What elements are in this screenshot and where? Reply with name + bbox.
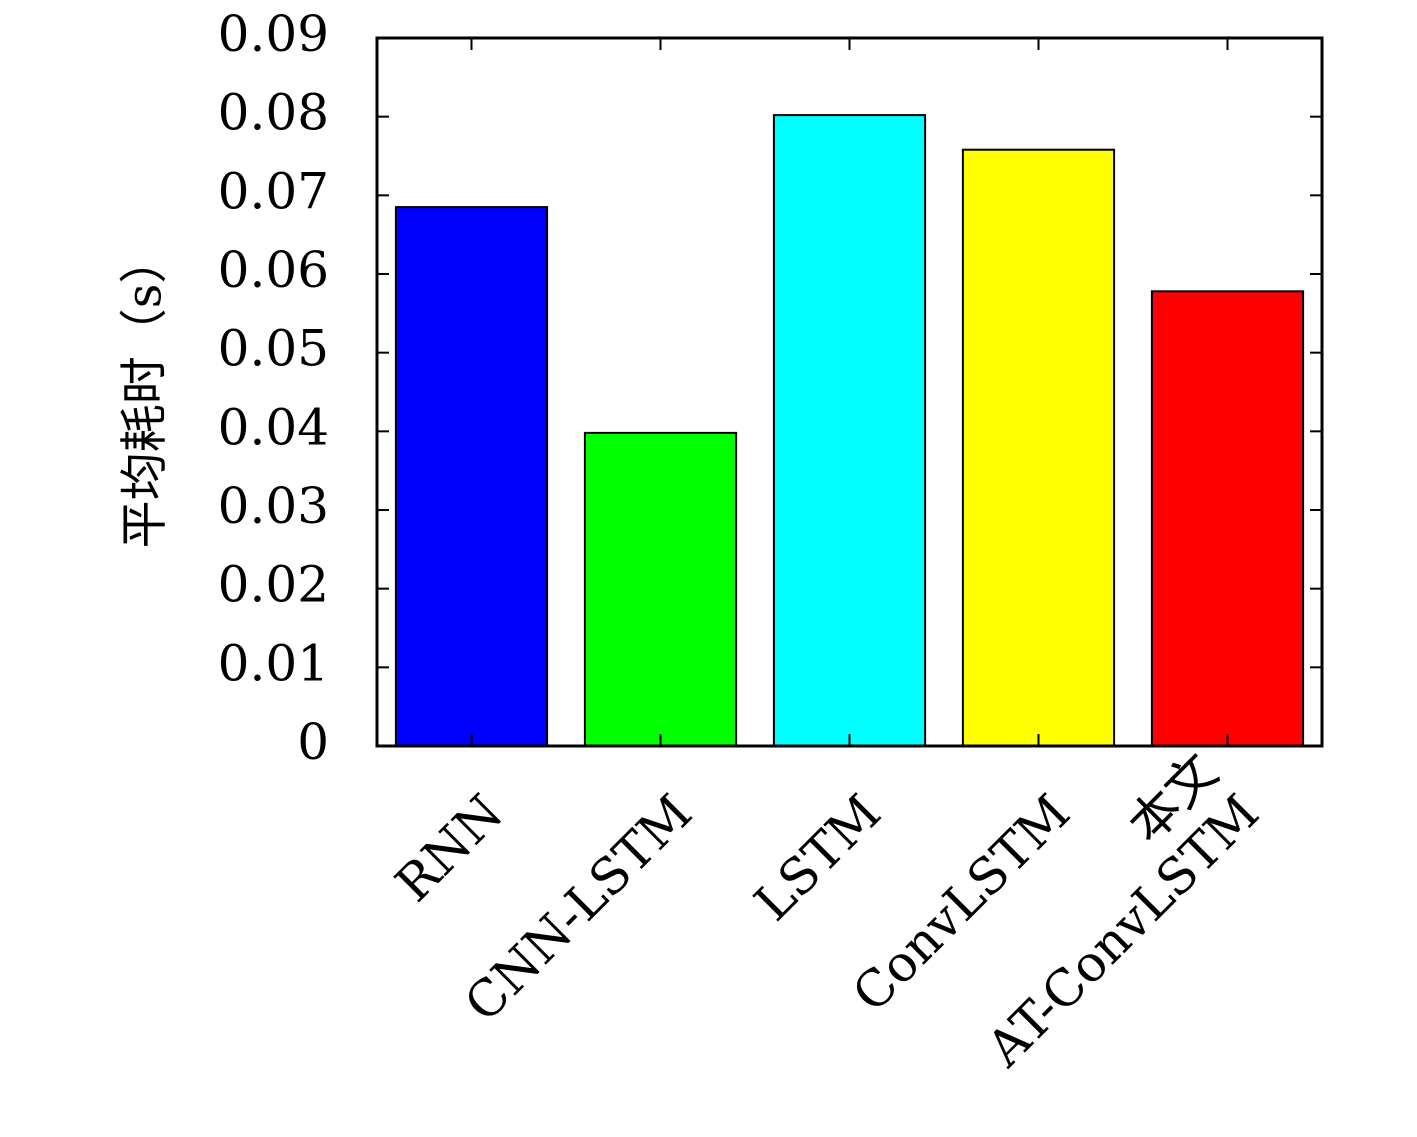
y-tick-label-9: 0.09 — [218, 5, 329, 63]
bar-4 — [1150, 290, 1305, 747]
y-axis-label: 平均耗时（s） — [117, 236, 173, 549]
bar-2 — [772, 114, 927, 748]
bar-0 — [394, 206, 549, 748]
category-label-2-0: LSTM — [744, 783, 893, 932]
y-tick-label-5: 0.05 — [218, 320, 329, 378]
y-tick-label-2: 0.02 — [218, 556, 329, 614]
y-tick-label-0: 0 — [297, 713, 329, 771]
bar-3 — [961, 148, 1116, 747]
category-label-0-0: RNN — [384, 783, 514, 913]
y-tick-label-8: 0.08 — [218, 84, 329, 142]
y-tick-labels: 0 0.01 0.02 0.03 0.04 0.05 0.06 0.07 0.08 0.09 — [218, 5, 329, 771]
y-tick-label-4: 0.04 — [218, 398, 329, 456]
ticks-layer — [377, 37, 1322, 747]
y-tick-label-3: 0.03 — [218, 477, 329, 535]
category-label-group-0: RNN — [384, 783, 514, 913]
category-label-group-2: LSTM — [744, 783, 893, 932]
plot-frame — [375, 36, 1324, 748]
y-tick-label-6: 0.06 — [218, 241, 329, 299]
bar-1 — [583, 431, 738, 747]
bars-layer — [394, 114, 1305, 748]
y-tick-label-1: 0.01 — [218, 634, 329, 692]
y-tick-label-7: 0.07 — [218, 162, 329, 220]
